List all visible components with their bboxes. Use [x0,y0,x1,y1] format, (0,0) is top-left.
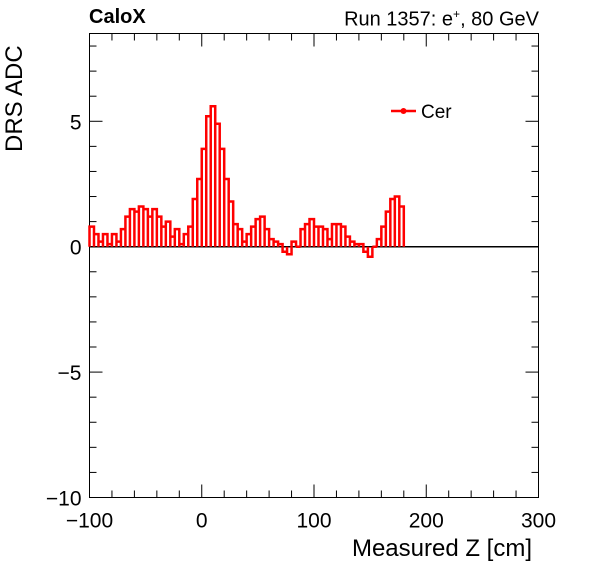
y-tick-label: −5 [58,362,82,385]
legend-marker-cer [400,108,407,114]
run-info-suffix: , 80 GeV [460,8,539,31]
legend: Cer [391,102,452,123]
y-tick-label: 5 [70,111,82,134]
axis-ticks [89,33,539,498]
experiment-label: CaloX [89,6,146,28]
run-info: Run 1357: e+, 80 GeV [344,7,539,32]
x-tick-label: 100 [296,510,331,533]
y-axis-label: DRS ADC [1,45,28,152]
y-tick-label: −10 [46,488,82,511]
tick-labels: −100 0 100 200 300 −10 −5 0 5 [46,111,556,532]
run-info-charge: + [453,7,461,21]
x-tick-label: 200 [409,510,444,533]
series-cer-line [88,104,406,258]
plot-frame [89,33,539,498]
legend-label-cer: Cer [421,102,452,123]
x-axis-label: Measured Z [cm] [352,535,532,562]
x-tick-label: −100 [66,510,113,533]
y-tick-label: 0 [70,237,82,260]
x-tick-label: 0 [196,510,208,533]
run-info-prefix: Run 1357: e [344,8,454,31]
x-tick-label: 300 [521,510,556,533]
